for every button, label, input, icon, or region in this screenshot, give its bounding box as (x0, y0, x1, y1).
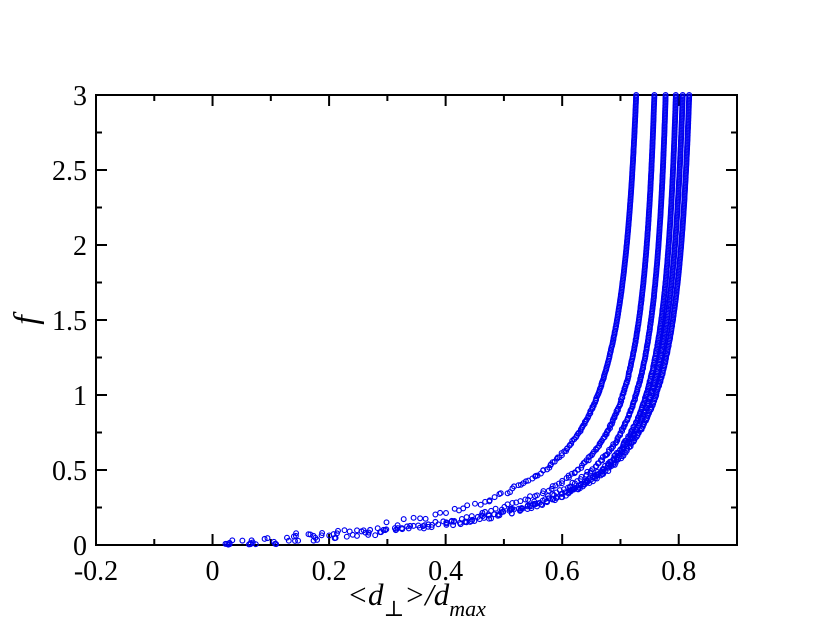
y-tick-label: 2.5 (52, 156, 87, 187)
x-tick-label: 0.8 (661, 556, 696, 587)
x-tick-label: -0.2 (74, 556, 118, 587)
y-tick-label: 2 (73, 231, 87, 262)
x-tick-label: 0.6 (545, 556, 580, 587)
x-tick-label: 0.2 (312, 556, 347, 587)
data-series (222, 92, 693, 548)
y-tick-label: 1.5 (52, 306, 87, 337)
y-tick-label: 0.5 (52, 456, 87, 487)
x-tick-label: 0.4 (428, 556, 463, 587)
y-tick-label: 0 (73, 531, 87, 562)
series-curve-1 (222, 92, 640, 547)
x-tick-labels: -0.2 0 0.2 0.4 0.6 0.8 (74, 556, 696, 587)
y-tick-label: 1 (73, 381, 87, 412)
series-curve-4 (226, 92, 679, 548)
x-axis-label: <d⊥>/dmax (347, 577, 486, 621)
y-tick-labels: 0 0.5 1 1.5 2 2.5 3 (52, 81, 87, 562)
series-curve-6 (224, 92, 693, 547)
series-curve-3 (225, 92, 669, 548)
x-tick-label: 0 (206, 556, 220, 587)
y-tick-label: 3 (73, 81, 87, 112)
y-axis-label: f (8, 311, 45, 325)
